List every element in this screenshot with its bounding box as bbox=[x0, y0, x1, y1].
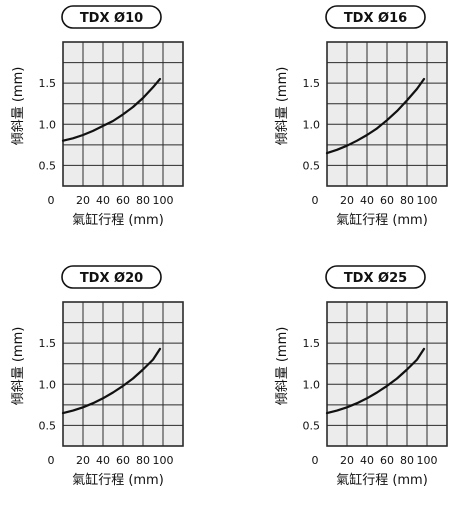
y-tick-label: 1.5 bbox=[39, 337, 57, 350]
x-tick-label: 20 bbox=[76, 454, 90, 467]
chart-title: TDX Ø10 bbox=[80, 11, 143, 26]
chart-tdx-20: TDX Ø20 0.5 1.0 1.5 0 20 40 60 80 100 氣缸行程 (mm) 傾斜量… bbox=[11, 265, 184, 488]
chart-tdx-10: TDX Ø10 0.5 1.0 1.5 0 20 40 60 80 100 氣缸行程 (mm) 傾斜量… bbox=[11, 5, 184, 228]
y-tick-label: 1.0 bbox=[303, 118, 321, 131]
title-badge bbox=[61, 5, 162, 29]
x-axis-title: 氣缸行程 (mm) bbox=[72, 472, 164, 488]
x-tick-label: 0 bbox=[312, 194, 319, 207]
x-tick-label: 40 bbox=[96, 194, 110, 207]
x-tick-label: 60 bbox=[380, 194, 394, 207]
x-axis-title: 氣缸行程 (mm) bbox=[336, 212, 428, 228]
y-axis-title: 傾斜量 (mm) bbox=[11, 67, 26, 146]
y-tick-label: 1.0 bbox=[303, 378, 321, 391]
x-tick-label: 80 bbox=[136, 454, 150, 467]
y-tick-label: 1.5 bbox=[39, 77, 57, 90]
x-tick-label: 80 bbox=[400, 194, 414, 207]
x-tick-label: 20 bbox=[340, 194, 354, 207]
y-axis-title: 傾斜量 (mm) bbox=[275, 327, 290, 406]
x-tick-label: 0 bbox=[48, 454, 55, 467]
series-line bbox=[61, 77, 162, 142]
x-tick-label: 100 bbox=[153, 454, 174, 467]
chart-tdx-16: TDX Ø16 0.5 1.0 1.5 0 20 40 60 80 100 氣缸行程 (mm) 傾斜量… bbox=[275, 5, 448, 228]
grid bbox=[63, 302, 183, 446]
x-axis-title: 氣缸行程 (mm) bbox=[72, 212, 164, 228]
x-tick-label: 100 bbox=[417, 194, 438, 207]
x-tick-label: 20 bbox=[76, 194, 90, 207]
plot-frame bbox=[62, 41, 184, 187]
y-tick-label: 0.5 bbox=[39, 419, 57, 432]
y-tick-label: 0.5 bbox=[303, 159, 321, 172]
plot-frame bbox=[326, 301, 448, 447]
grid bbox=[327, 42, 447, 186]
title-badge bbox=[61, 265, 162, 289]
y-tick-label: 1.5 bbox=[303, 337, 321, 350]
x-tick-label: 40 bbox=[360, 454, 374, 467]
y-axis-title: 傾斜量 (mm) bbox=[11, 327, 26, 406]
title-badge bbox=[325, 265, 426, 289]
y-tick-label: 0.5 bbox=[39, 159, 57, 172]
x-tick-label: 40 bbox=[96, 454, 110, 467]
chart-title: TDX Ø16 bbox=[344, 11, 407, 26]
x-tick-label: 100 bbox=[417, 454, 438, 467]
y-tick-label: 1.5 bbox=[303, 77, 321, 90]
y-tick-label: 1.0 bbox=[39, 378, 57, 391]
series-line bbox=[61, 347, 162, 415]
x-tick-label: 20 bbox=[340, 454, 354, 467]
y-tick-label: 1.0 bbox=[39, 118, 57, 131]
x-tick-label: 40 bbox=[360, 194, 374, 207]
x-tick-label: 60 bbox=[380, 454, 394, 467]
x-tick-label: 80 bbox=[400, 454, 414, 467]
y-tick-label: 0.5 bbox=[303, 419, 321, 432]
x-axis-title: 氣缸行程 (mm) bbox=[336, 472, 428, 488]
x-tick-label: 0 bbox=[312, 454, 319, 467]
grid bbox=[327, 302, 447, 446]
plot-frame bbox=[326, 41, 448, 187]
plot-frame bbox=[62, 301, 184, 447]
title-badge bbox=[325, 5, 426, 29]
x-tick-label: 60 bbox=[116, 194, 130, 207]
x-tick-label: 100 bbox=[153, 194, 174, 207]
chart-title: TDX Ø25 bbox=[344, 271, 407, 286]
chart-tdx-25: TDX Ø25 0.5 1.0 1.5 0 20 40 60 80 100 氣缸行程 (mm) 傾斜量… bbox=[275, 265, 448, 488]
series-line bbox=[325, 347, 426, 415]
x-tick-label: 80 bbox=[136, 194, 150, 207]
x-tick-label: 60 bbox=[116, 454, 130, 467]
series-line bbox=[325, 77, 426, 155]
charts-grid: TDX Ø10 0.5 1.0 1.5 0 20 40 60 80 100 氣缸行程 (mm) 傾斜量… bbox=[11, 5, 448, 488]
y-axis-title: 傾斜量 (mm) bbox=[275, 67, 290, 146]
chart-title: TDX Ø20 bbox=[80, 271, 143, 286]
x-tick-label: 0 bbox=[48, 194, 55, 207]
